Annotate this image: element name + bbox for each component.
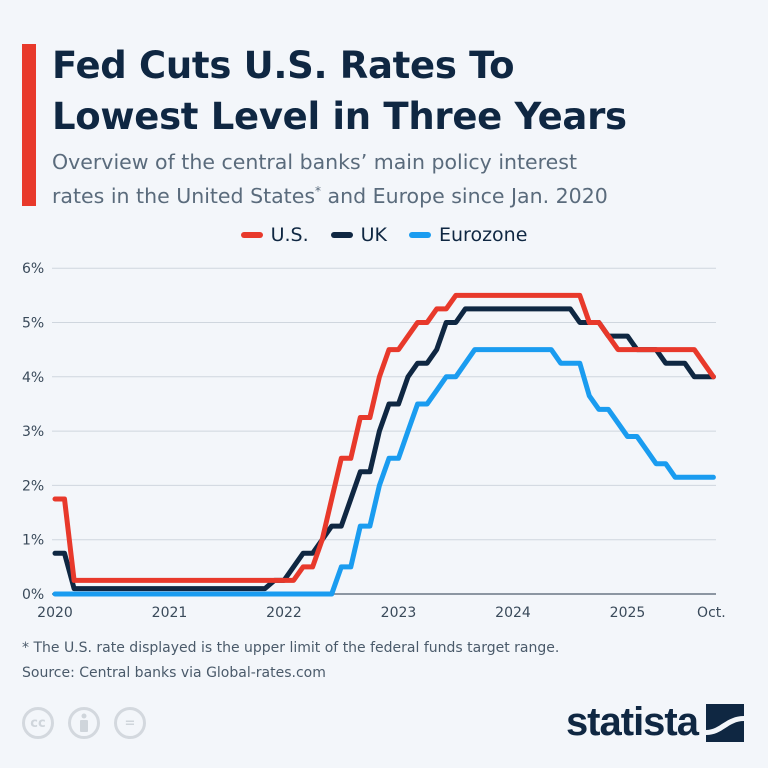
- subtitle-part: and Europe since Jan. 2020: [321, 183, 608, 208]
- footnote-marker: *: [315, 184, 322, 198]
- y-tick-label: 3%: [22, 424, 44, 440]
- statista-logo-icon: [706, 703, 744, 742]
- subtitle: Overview of the central banks’ main poli…: [52, 148, 608, 211]
- legend-swatch: [330, 232, 353, 238]
- legend-swatch: [240, 232, 263, 238]
- legend-item-uk: UK: [330, 224, 387, 246]
- legend-item-eurozone: Eurozone: [409, 224, 527, 246]
- subtitle-line-2: rates in the United States* and Europe s…: [52, 177, 608, 211]
- y-tick-label: 2%: [22, 478, 44, 494]
- equals-icon[interactable]: =: [114, 707, 146, 739]
- legend-label: U.S.: [270, 224, 309, 246]
- legend-item-us: U.S.: [240, 224, 309, 246]
- subtitle-part: rates in the United States: [52, 183, 316, 208]
- legend-label: Eurozone: [439, 224, 528, 246]
- x-tick-label: 2025: [610, 605, 646, 621]
- y-tick-label: 0%: [22, 587, 44, 603]
- source: Source: Central banks via Global-rates.c…: [22, 665, 326, 681]
- title-line-2: Lowest Level in Three Years: [52, 95, 627, 138]
- x-tick-label: 2024: [495, 605, 531, 621]
- statista-logo[interactable]: statista: [566, 700, 744, 745]
- logo-text: statista: [565, 700, 699, 744]
- y-tick-label: 4%: [22, 370, 44, 386]
- title-accent-bar: [22, 44, 36, 206]
- series-line-eurozone: [52, 347, 716, 597]
- y-tick-label: 1%: [22, 533, 44, 549]
- legend-swatch: [409, 232, 431, 238]
- page-title: Fed Cuts U.S. Rates To Lowest Level in T…: [52, 40, 627, 142]
- x-tick-label: Oct.: [697, 605, 726, 621]
- subtitle-line-1: Overview of the central banks’ main poli…: [52, 150, 577, 174]
- series-line-us: [52, 292, 716, 583]
- x-tick-label: 2021: [152, 605, 188, 621]
- legend-label: UK: [360, 224, 387, 246]
- y-tick-label: 6%: [22, 261, 44, 277]
- x-tick-label: 2020: [37, 605, 73, 621]
- footnote: * The U.S. rate displayed is the upper l…: [22, 640, 560, 656]
- x-tick-label: 2023: [381, 605, 417, 621]
- cc-icon[interactable]: cc: [22, 707, 54, 739]
- y-tick-label: 5%: [22, 316, 44, 332]
- person-icon[interactable]: [68, 707, 100, 739]
- series-line-uk: [52, 306, 716, 592]
- legend: U.S. UK Eurozone: [0, 224, 768, 246]
- x-tick-label: 2022: [266, 605, 302, 621]
- title-line-1: Fed Cuts U.S. Rates To: [52, 44, 515, 87]
